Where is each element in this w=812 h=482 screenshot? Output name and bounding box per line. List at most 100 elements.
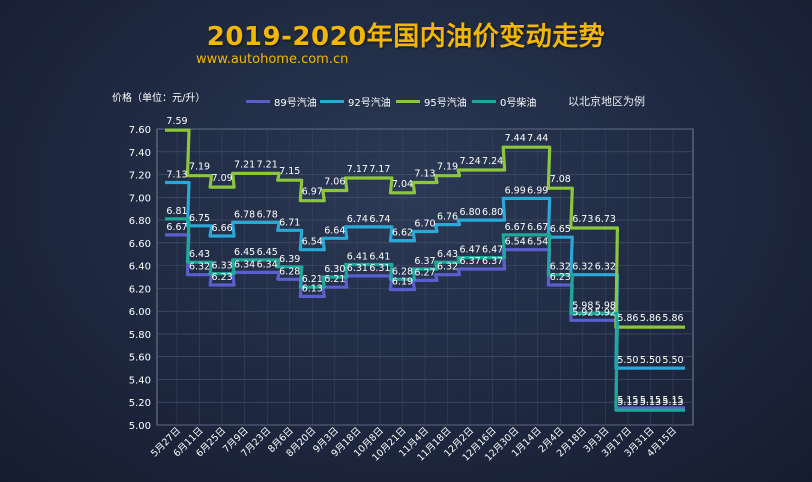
data-label: 7.13 [166, 170, 187, 181]
data-label: 6.74 [369, 214, 390, 225]
y-tick-label: 7.00 [129, 193, 151, 204]
data-label: 7.19 [189, 162, 210, 173]
y-tick-label: 5.60 [129, 353, 151, 364]
data-label: 6.73 [572, 214, 593, 225]
data-label: 6.21 [302, 274, 323, 285]
data-label: 6.74 [347, 214, 368, 225]
data-label: 6.54 [505, 237, 526, 248]
data-label: 6.33 [212, 261, 233, 272]
series-line-1 [165, 180, 685, 370]
y-tick-label: 5.80 [129, 330, 151, 341]
data-label: 7.59 [166, 116, 187, 127]
data-label: 6.45 [257, 247, 278, 258]
data-label: 6.32 [189, 262, 210, 273]
data-label: 6.62 [392, 228, 413, 239]
series-line-3 [165, 217, 685, 412]
data-label: 6.43 [437, 249, 458, 260]
data-label: 6.37 [482, 256, 503, 267]
data-label: 6.28 [279, 266, 300, 277]
data-label: 7.24 [460, 156, 481, 167]
data-label: 7.17 [369, 164, 390, 175]
data-label: 7.06 [324, 176, 345, 187]
data-label: 6.99 [505, 185, 526, 196]
data-label: 7.15 [279, 166, 300, 177]
data-label: 6.47 [460, 245, 481, 256]
chart-title: 2019-2020年国内油价变动走势 [206, 22, 606, 52]
data-label: 6.23 [550, 272, 571, 283]
data-label: 6.39 [279, 254, 300, 265]
data-label: 6.37 [460, 256, 481, 267]
data-label: 7.19 [437, 162, 458, 173]
data-label: 6.67 [505, 222, 526, 233]
data-label: 7.04 [392, 179, 413, 190]
data-label: 6.65 [550, 224, 571, 235]
data-label: 6.47 [482, 245, 503, 256]
data-label: 7.21 [234, 159, 255, 170]
data-label: 5.86 [662, 313, 683, 324]
data-label: 6.78 [234, 209, 255, 220]
data-label: 6.78 [257, 209, 278, 220]
y-tick-label: 6.60 [129, 239, 151, 250]
data-label: 6.71 [279, 217, 300, 228]
data-label: 6.30 [324, 264, 345, 275]
source-url: www.autohome.com.cn [196, 52, 349, 67]
data-label: 6.81 [166, 206, 187, 217]
data-label: 6.27 [414, 267, 435, 278]
data-label: 5.13 [640, 397, 661, 408]
region-note: 以北京地区为例 [568, 95, 645, 108]
y-tick-label: 5.00 [129, 421, 151, 432]
legend-label-89: 89号汽油 [274, 98, 317, 109]
data-label: 6.43 [189, 249, 210, 260]
data-label: 6.13 [302, 283, 323, 294]
data-label: 6.97 [302, 187, 323, 198]
data-label: 6.23 [212, 272, 233, 283]
data-label: 7.08 [550, 174, 571, 185]
data-label: 6.19 [392, 277, 413, 288]
data-label: 5.92 [595, 307, 616, 318]
data-label: 5.15 [640, 395, 661, 406]
data-label: 6.28 [392, 266, 413, 277]
legend-item-92: 92号汽油 [320, 94, 391, 109]
data-label: 6.99 [527, 185, 548, 196]
data-label: 7.21 [257, 159, 278, 170]
series-line-2 [165, 128, 685, 329]
y-tick-label: 6.80 [129, 216, 151, 227]
data-label: 6.45 [234, 247, 255, 258]
data-label: 6.67 [527, 222, 548, 233]
data-label: 6.34 [257, 259, 278, 270]
data-label: 5.50 [640, 355, 661, 366]
y-tick-label: 7.20 [129, 171, 151, 182]
y-axis-unit-label: 价格（单位：元/升） [112, 93, 206, 104]
data-label: 6.80 [460, 207, 481, 218]
data-label: 5.13 [662, 397, 683, 408]
data-label: 7.44 [527, 133, 548, 144]
legend-swatch-95 [396, 100, 420, 103]
data-label: 6.32 [437, 262, 458, 273]
data-label: 7.13 [414, 169, 435, 180]
legend-item-89: 89号汽油 [246, 94, 317, 109]
data-label: 7.24 [482, 156, 503, 167]
data-label: 6.21 [324, 274, 345, 285]
data-label: 6.41 [369, 251, 390, 262]
data-label: 6.54 [302, 237, 323, 248]
data-label: 6.41 [347, 251, 368, 262]
legend-item-diesel: 0号柴油 [472, 94, 536, 109]
data-label: 6.32 [595, 262, 616, 273]
data-label: 6.75 [189, 213, 210, 224]
legend-item-95: 95号汽油 [396, 94, 467, 109]
data-label: 6.31 [369, 263, 390, 274]
data-label: 6.34 [234, 259, 255, 270]
data-label: 6.32 [550, 262, 571, 273]
data-label: 5.98 [572, 300, 593, 311]
data-label: 5.15 [617, 395, 638, 406]
data-label: 6.66 [212, 223, 233, 234]
data-label: 6.32 [572, 262, 593, 273]
data-label: 5.50 [662, 355, 683, 366]
series-line-0 [165, 233, 685, 410]
data-label: 7.17 [347, 164, 368, 175]
data-label: 7.44 [505, 133, 526, 144]
legend-swatch-92 [320, 100, 344, 103]
data-label: 6.67 [166, 222, 187, 233]
data-label: 6.54 [527, 237, 548, 248]
